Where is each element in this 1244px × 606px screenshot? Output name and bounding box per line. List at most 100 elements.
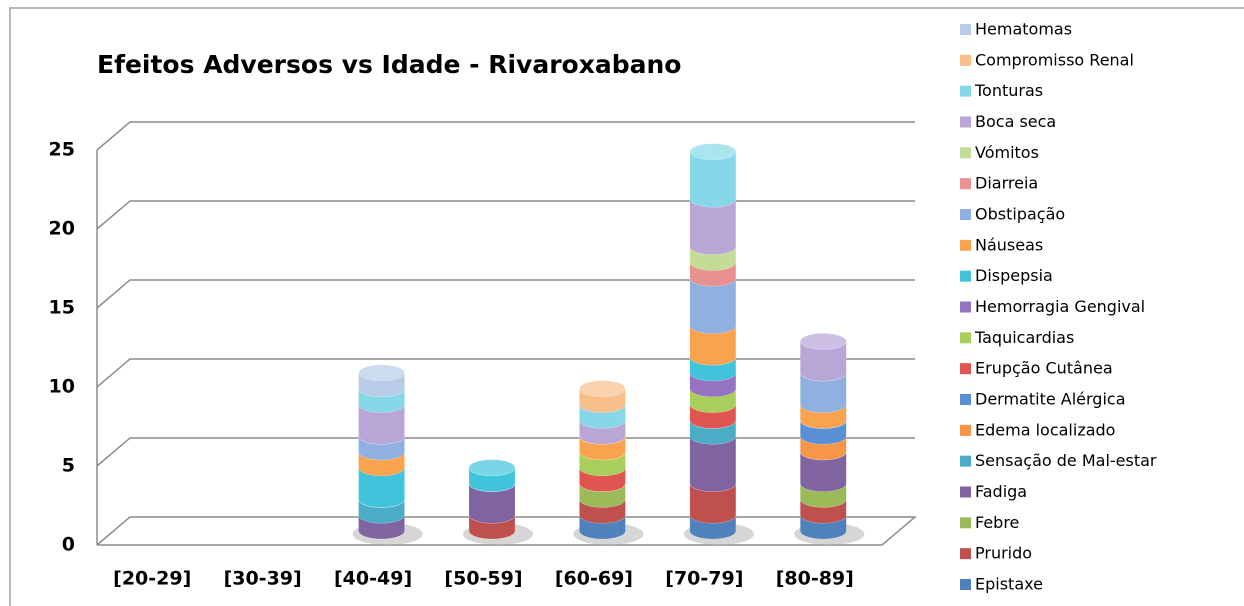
bar-segment <box>247 530 295 540</box>
legend-label: Náuseas <box>975 235 1043 254</box>
bar-cap-shine <box>469 459 515 476</box>
bar-segment <box>137 530 184 540</box>
legend-label: Edema localizado <box>975 420 1115 439</box>
y-tick-label: 0 <box>62 534 75 556</box>
bar-segment <box>137 530 184 540</box>
x-tick-label: [80-89] <box>776 568 854 590</box>
legend-label: Hemorragia Gengival <box>975 297 1145 316</box>
grid-line <box>96 437 915 467</box>
legend-swatch <box>960 270 971 282</box>
legend-label: Vómitos <box>975 143 1039 162</box>
legend-swatch <box>960 579 971 590</box>
bar-segment <box>137 530 184 540</box>
legend-label: Erupção Cutânea <box>975 359 1113 378</box>
y-tick-label: 10 <box>49 376 75 398</box>
bar-segment <box>247 530 295 540</box>
legend-label: Fadiga <box>975 482 1027 501</box>
bar-segment <box>137 530 184 540</box>
bar-segment <box>247 530 295 540</box>
legend-label: Epistaxe <box>975 575 1043 594</box>
bar-cap-shine <box>800 333 847 350</box>
bar-segment <box>137 530 184 540</box>
legend-swatch <box>960 85 971 97</box>
bar-segment <box>689 278 737 334</box>
bar-segment <box>247 530 295 540</box>
bar-segment <box>247 530 295 540</box>
grid-line <box>96 358 915 388</box>
legend-swatch <box>960 301 971 313</box>
legend-label: Diarreia <box>975 174 1038 193</box>
legend-swatch <box>960 24 971 35</box>
bar-segment <box>247 530 295 540</box>
legend-label: Dermatite Alérgica <box>975 390 1126 409</box>
x-tick-label: [70-79] <box>665 568 743 590</box>
bar-cap <box>689 143 736 160</box>
legend-swatch <box>960 424 971 436</box>
bar-cap <box>469 459 515 476</box>
bar-cap <box>800 333 847 350</box>
bar-segment <box>137 530 184 540</box>
bar-segment <box>137 530 184 540</box>
grid-line <box>96 279 915 309</box>
legend-swatch <box>960 394 971 405</box>
legend-swatch <box>960 332 971 344</box>
chart-title: Efeitos Adversos vs Idade - Rivaroxabano <box>97 50 681 79</box>
bar-segment <box>247 530 295 540</box>
bar-segment <box>247 530 295 540</box>
x-tick-label: [40-49] <box>334 568 412 590</box>
legend-label: Tonturas <box>974 81 1043 100</box>
bar-segment <box>247 530 295 540</box>
legend-label: Prurido <box>975 544 1032 563</box>
x-tick-label: [60-69] <box>555 568 633 590</box>
legend-swatch <box>960 455 971 467</box>
bar-segment <box>247 530 295 540</box>
y-tick-label: 5 <box>62 455 75 477</box>
x-tick-label: [50-59] <box>444 568 522 590</box>
bar-segment <box>137 530 184 540</box>
legend-label: Sensação de Mal-estar <box>975 451 1157 470</box>
legend-swatch <box>960 517 971 529</box>
legend-label: Dispepsia <box>975 266 1053 285</box>
grid-line <box>96 516 918 546</box>
legend-swatch <box>960 147 971 159</box>
bar-segment <box>689 199 737 255</box>
bar-segment <box>247 530 295 540</box>
bar-segment <box>137 530 184 540</box>
bar-segment <box>247 530 295 540</box>
chart-frame <box>9 7 1244 606</box>
grid-line <box>96 200 915 230</box>
bar-segment <box>137 530 184 540</box>
legend-label: Febre <box>975 513 1019 532</box>
bar-segment <box>247 530 295 540</box>
legend-swatch <box>960 548 971 560</box>
y-tick-label: 20 <box>49 218 75 240</box>
bar-segment <box>247 530 295 540</box>
legend-label: Taquicardias <box>974 328 1074 347</box>
legend-label: Compromisso Renal <box>975 50 1134 69</box>
x-tick-label: [20-29] <box>113 568 191 590</box>
bar-segment <box>247 530 295 540</box>
grid-line <box>96 121 915 151</box>
bar-segment <box>137 530 184 540</box>
bar-cap-shine <box>689 143 736 160</box>
bar-segment <box>137 530 184 540</box>
bar-segment <box>137 530 184 540</box>
y-tick-label: 25 <box>49 139 75 161</box>
bar-segment <box>137 530 184 540</box>
legend-swatch <box>960 178 971 190</box>
legend-label: Obstipação <box>975 205 1065 224</box>
bar-segment <box>247 530 295 540</box>
legend-swatch <box>960 363 971 375</box>
legend-swatch <box>960 486 971 498</box>
legend-label: Hematomas <box>975 20 1072 39</box>
bar-segment <box>137 530 184 540</box>
legend-swatch <box>960 209 971 220</box>
bar-segment <box>137 530 184 540</box>
bar-cap-shine <box>358 365 405 381</box>
legend-swatch <box>960 116 971 128</box>
bar-segment <box>247 530 295 540</box>
bar-segment <box>137 530 184 540</box>
bar-cap-shine <box>579 380 626 397</box>
bar-segment <box>137 530 184 540</box>
